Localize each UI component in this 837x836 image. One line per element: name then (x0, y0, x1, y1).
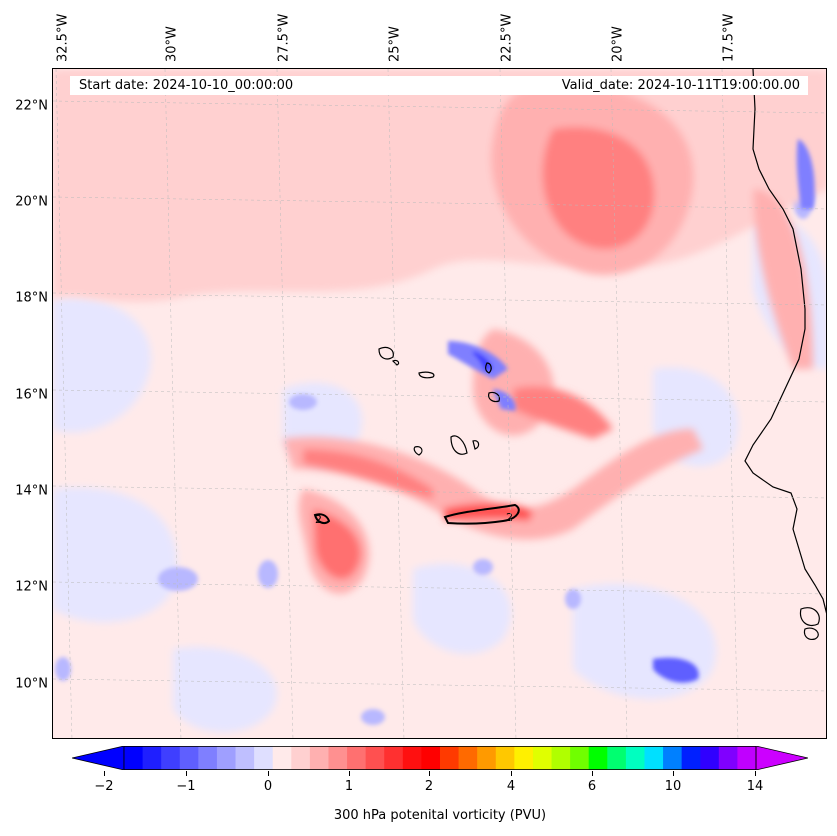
colorbar-tick-label: 1 (344, 779, 354, 794)
colorbar-tick-label: −2 (94, 779, 114, 794)
colorbar-segment (254, 746, 274, 770)
colorbar-segment (124, 746, 144, 770)
latitude-label: 18°N (15, 290, 48, 306)
colorbar-label: 300 hPa potenital vorticity (PVU) (333, 808, 547, 823)
colorbar-segment (570, 746, 590, 770)
colorbar-segment (737, 746, 757, 770)
colorbar-segment (384, 746, 404, 770)
colorbar-segment (235, 746, 255, 770)
colorbar-segment (440, 746, 460, 770)
latitude-label: 12°N (15, 579, 48, 595)
pv-2-contour (313, 503, 520, 525)
colorbar-tick (592, 771, 593, 776)
african-coastline (744, 69, 826, 614)
colorbar-tick-label: 6 (587, 779, 597, 794)
colorbar-tick (268, 771, 269, 776)
meridian-gridline (499, 69, 517, 738)
colorbar-segment (700, 746, 720, 770)
colorbar-segment (663, 746, 683, 770)
colorbar-segment (681, 746, 701, 770)
colorbar-under-extension (72, 746, 125, 770)
colorbar-segment (514, 746, 534, 770)
colorbar-segment (309, 746, 329, 770)
longitude-label: 25°W (387, 26, 403, 62)
positive-pv-regions (53, 69, 826, 594)
start-date-label: Start date: 2024-10-10_00:00:00 (79, 78, 294, 93)
pv-field-map: 2 2 (53, 69, 826, 738)
longitude-label: 22.5°W (499, 13, 515, 62)
colorbar-segment (198, 746, 218, 770)
colorbar-segment (532, 746, 553, 770)
coastline-islands (799, 607, 820, 640)
meridian-gridline (276, 69, 294, 738)
colorbar-tick-label: 14 (746, 779, 764, 794)
colorbar-segment (291, 746, 311, 770)
contour-label-2: 2 (506, 511, 513, 524)
colorbar-border (123, 746, 757, 770)
colorbar-tick-label: −1 (176, 779, 196, 794)
meridian-gridline (55, 69, 73, 738)
colorbar-segment (365, 746, 385, 770)
meridian-gridline (387, 69, 405, 738)
colorbar-tick-label: 0 (263, 779, 273, 794)
colorbar-segment (421, 746, 441, 770)
colorbar-tick (186, 771, 187, 776)
valid-date-label: Valid_date: 2024-10-11T19:00:00.00 (561, 78, 800, 93)
longitude-label: 30°W (164, 26, 180, 62)
colorbar-tick (429, 771, 430, 776)
colorbar-segment (718, 746, 738, 770)
meridian-gridline (721, 69, 739, 738)
colorbar-tick (673, 771, 674, 776)
latitude-label: 10°N (15, 676, 48, 692)
info-bar: Start date: 2024-10-10_00:00:00 Valid_da… (70, 76, 808, 95)
colorbar-tick-label: 10 (664, 779, 682, 794)
latitude-label: 16°N (15, 387, 48, 403)
colorbar-tick-label: 2 (424, 779, 434, 794)
contour-label-1: 2 (315, 513, 322, 526)
colorbar-segment (402, 746, 422, 770)
longitude-label: 32.5°W (55, 13, 71, 62)
colorbar-segment (179, 746, 199, 770)
islands-outline (378, 346, 500, 456)
colorbar-segment (347, 746, 367, 770)
longitude-label: 27.5°W (276, 13, 292, 62)
colorbar-segment (142, 746, 162, 770)
map-panel: 2 2 (52, 68, 827, 739)
strong-negative-cores (448, 139, 815, 683)
latitude-label: 20°N (15, 194, 48, 210)
colorbar-tick-label: 4 (506, 779, 516, 794)
latitude-label: 14°N (15, 483, 48, 499)
colorbar-over-extension (755, 746, 808, 770)
colorbar-tick (755, 771, 756, 776)
colorbar-segment (644, 746, 664, 770)
colorbar-segment (272, 746, 292, 770)
colorbar-segment (625, 746, 645, 770)
colorbar-segment (458, 746, 478, 770)
colorbar-tick (511, 771, 512, 776)
colorbar-segment (216, 746, 237, 770)
colorbar-segment (477, 746, 497, 770)
longitude-label: 17.5°W (721, 13, 737, 62)
latitude-label: 22°N (15, 98, 48, 114)
longitude-label: 20°W (610, 26, 626, 62)
colorbar-segment (551, 746, 571, 770)
colorbar-segment (607, 746, 627, 770)
colorbar-segment (588, 746, 608, 770)
colorbar-tick (104, 771, 105, 776)
colorbar-segment (328, 746, 348, 770)
colorbar-tick (349, 771, 350, 776)
colorbar (72, 746, 808, 770)
meridian-gridline (610, 69, 628, 738)
colorbar-segment (161, 746, 181, 770)
meridian-gridline (164, 69, 182, 738)
colorbar-segment (495, 746, 515, 770)
